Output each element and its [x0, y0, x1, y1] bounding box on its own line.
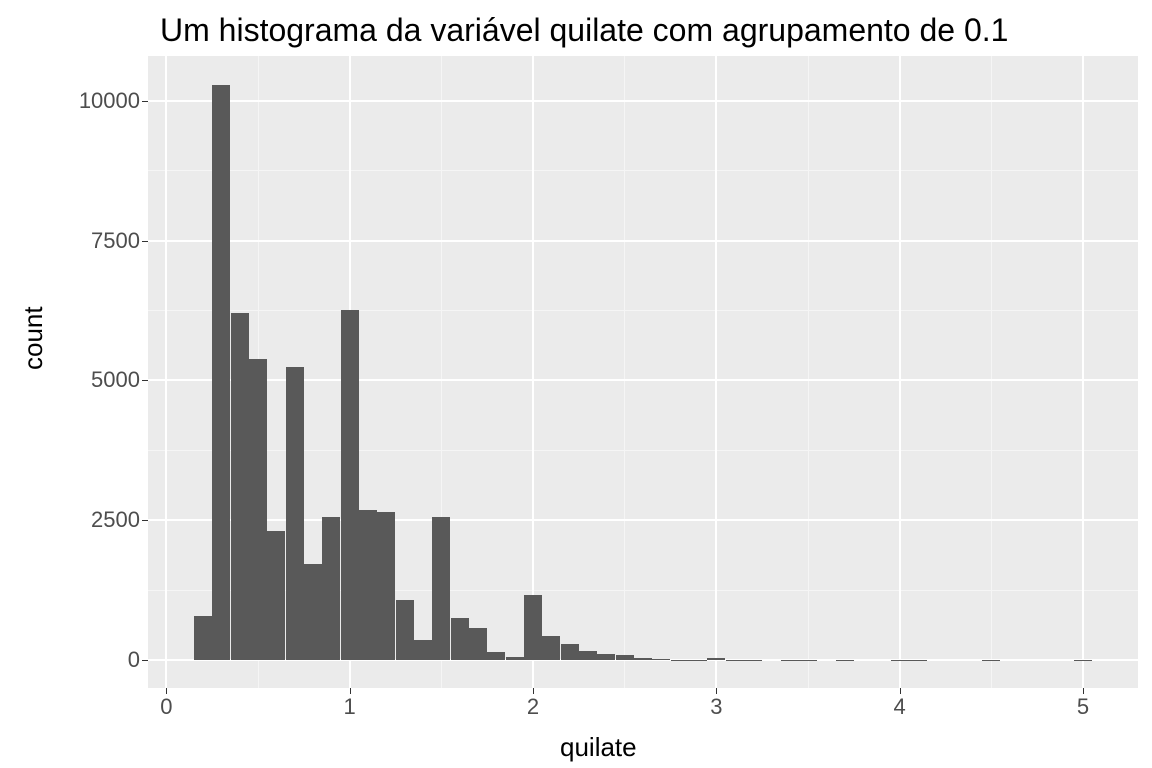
histogram-bar	[616, 655, 634, 660]
histogram-bar	[396, 600, 414, 660]
y-tick-labels: 0 2500 5000 7500 10000	[0, 56, 148, 688]
histogram-bar	[542, 636, 560, 660]
histogram-chart: Um histograma da variável quilate com ag…	[0, 0, 1152, 768]
histogram-bar	[267, 531, 285, 660]
histogram-bar	[487, 652, 505, 660]
x-tick-label: 0	[160, 694, 172, 720]
y-tick-label: 7500	[2, 228, 140, 254]
x-tick-label: 3	[710, 694, 722, 720]
histogram-bar	[249, 359, 267, 660]
y-tick	[142, 660, 148, 661]
y-tick	[142, 520, 148, 521]
y-tick	[142, 101, 148, 102]
histogram-bar	[579, 651, 597, 661]
histogram-bar	[432, 517, 450, 660]
histogram-bar	[359, 510, 377, 660]
histogram-bar	[231, 313, 249, 660]
histogram-bar	[561, 644, 579, 660]
x-tick-label: 4	[894, 694, 906, 720]
y-tick-label: 2500	[2, 507, 140, 533]
x-tick-label: 2	[527, 694, 539, 720]
histogram-bar	[634, 658, 652, 660]
histogram-bar	[414, 640, 432, 660]
histogram-bar	[377, 512, 395, 660]
x-tick-label: 5	[1077, 694, 1089, 720]
histogram-bar	[286, 367, 304, 660]
y-tick	[142, 380, 148, 381]
histogram-bar	[322, 517, 340, 660]
histogram-bar	[212, 85, 230, 660]
bars	[148, 56, 1138, 688]
histogram-bar	[451, 618, 469, 660]
histogram-bar	[341, 310, 359, 660]
plot-panel	[148, 56, 1138, 688]
y-tick	[142, 241, 148, 242]
histogram-bar	[506, 657, 524, 660]
histogram-bar	[597, 654, 615, 660]
histogram-bar	[469, 628, 487, 660]
histogram-bar	[194, 616, 212, 660]
histogram-bar	[304, 564, 322, 660]
x-tick-labels: 0 1 2 3 4 5	[148, 688, 1138, 728]
y-tick-label: 10000	[2, 88, 140, 114]
histogram-bar	[707, 658, 725, 660]
chart-title: Um histograma da variável quilate com ag…	[160, 12, 1008, 49]
y-tick-label: 0	[2, 647, 140, 673]
y-tick-label: 5000	[2, 367, 140, 393]
x-tick-label: 1	[344, 694, 356, 720]
histogram-bar	[524, 595, 542, 660]
x-axis-label: quilate	[560, 732, 637, 763]
histogram-bar	[652, 659, 670, 660]
